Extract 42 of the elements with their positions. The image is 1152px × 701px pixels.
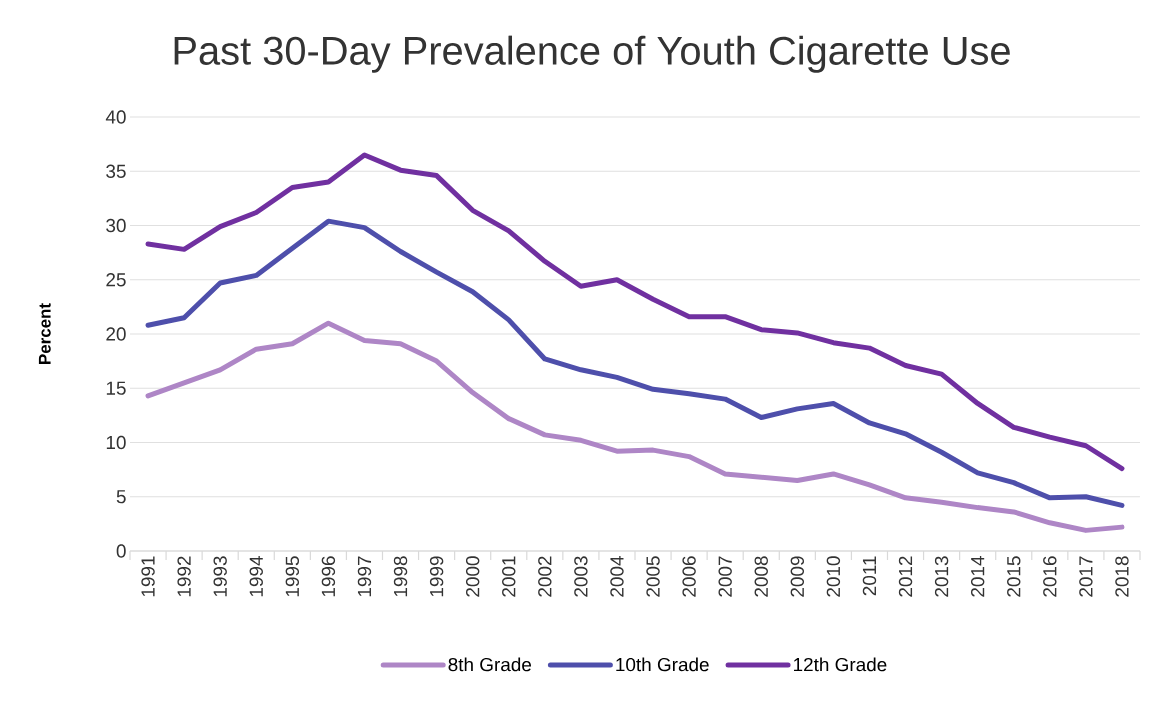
x-tick-label: 2018 [1115,556,1129,597]
x-tick-label: 1991 [141,556,155,597]
y-tick-label: 35 [106,164,126,178]
x-tick-label: 2012 [898,556,913,597]
x-tick-label: 1994 [249,556,263,597]
x-tick-label: 2010 [826,556,841,597]
x-tick-label: 1997 [357,556,372,597]
legend-label: 12th Grade [794,657,887,672]
x-tick-label: 2004 [610,556,624,597]
y-tick-label: 20 [106,327,126,341]
x-tick-label: 1999 [429,556,444,597]
x-tick-label: 1995 [285,556,300,597]
x-tick-label: 1996 [321,556,336,597]
x-tick-label: 2002 [538,556,552,597]
y-tick-label: 0 [116,544,126,558]
x-tick-label: 2013 [934,556,949,597]
x-tick-label: 2011 [862,556,877,596]
y-tick-label: 15 [106,381,126,395]
legend-label: 10th Grade [616,657,709,672]
x-tick-label: 2017 [1079,556,1093,597]
y-tick-label: 10 [106,435,126,450]
x-tick-label: 2001 [502,556,516,597]
x-tick-label: 2000 [465,556,480,597]
x-tick-label: 2005 [646,556,660,597]
x-tick-label: 2007 [718,556,732,597]
x-tick-label: 2003 [574,556,588,597]
x-tick-label: 2008 [754,556,768,597]
x-tick-label: 2006 [682,556,696,597]
x-tick-label: 2015 [1007,556,1021,597]
legend-label: 8th Grade [448,657,532,672]
x-tick-label: 1998 [393,556,408,597]
x-tick-label: 1993 [213,556,227,597]
x-tick-label: 2016 [1043,556,1057,597]
y-tick-label: 30 [106,218,126,233]
y-tick-label: 25 [106,273,126,287]
x-tick-label: 1992 [177,556,191,597]
y-axis-title: Percent [38,303,51,364]
chart-title: Past 30-Day Prevalence of Youth Cigarette Use [174,35,1010,73]
y-tick-label: 40 [105,110,126,124]
y-tick-label: 5 [116,490,126,504]
x-tick-label: 2014 [970,556,985,597]
x-tick-label: 2009 [790,556,805,597]
